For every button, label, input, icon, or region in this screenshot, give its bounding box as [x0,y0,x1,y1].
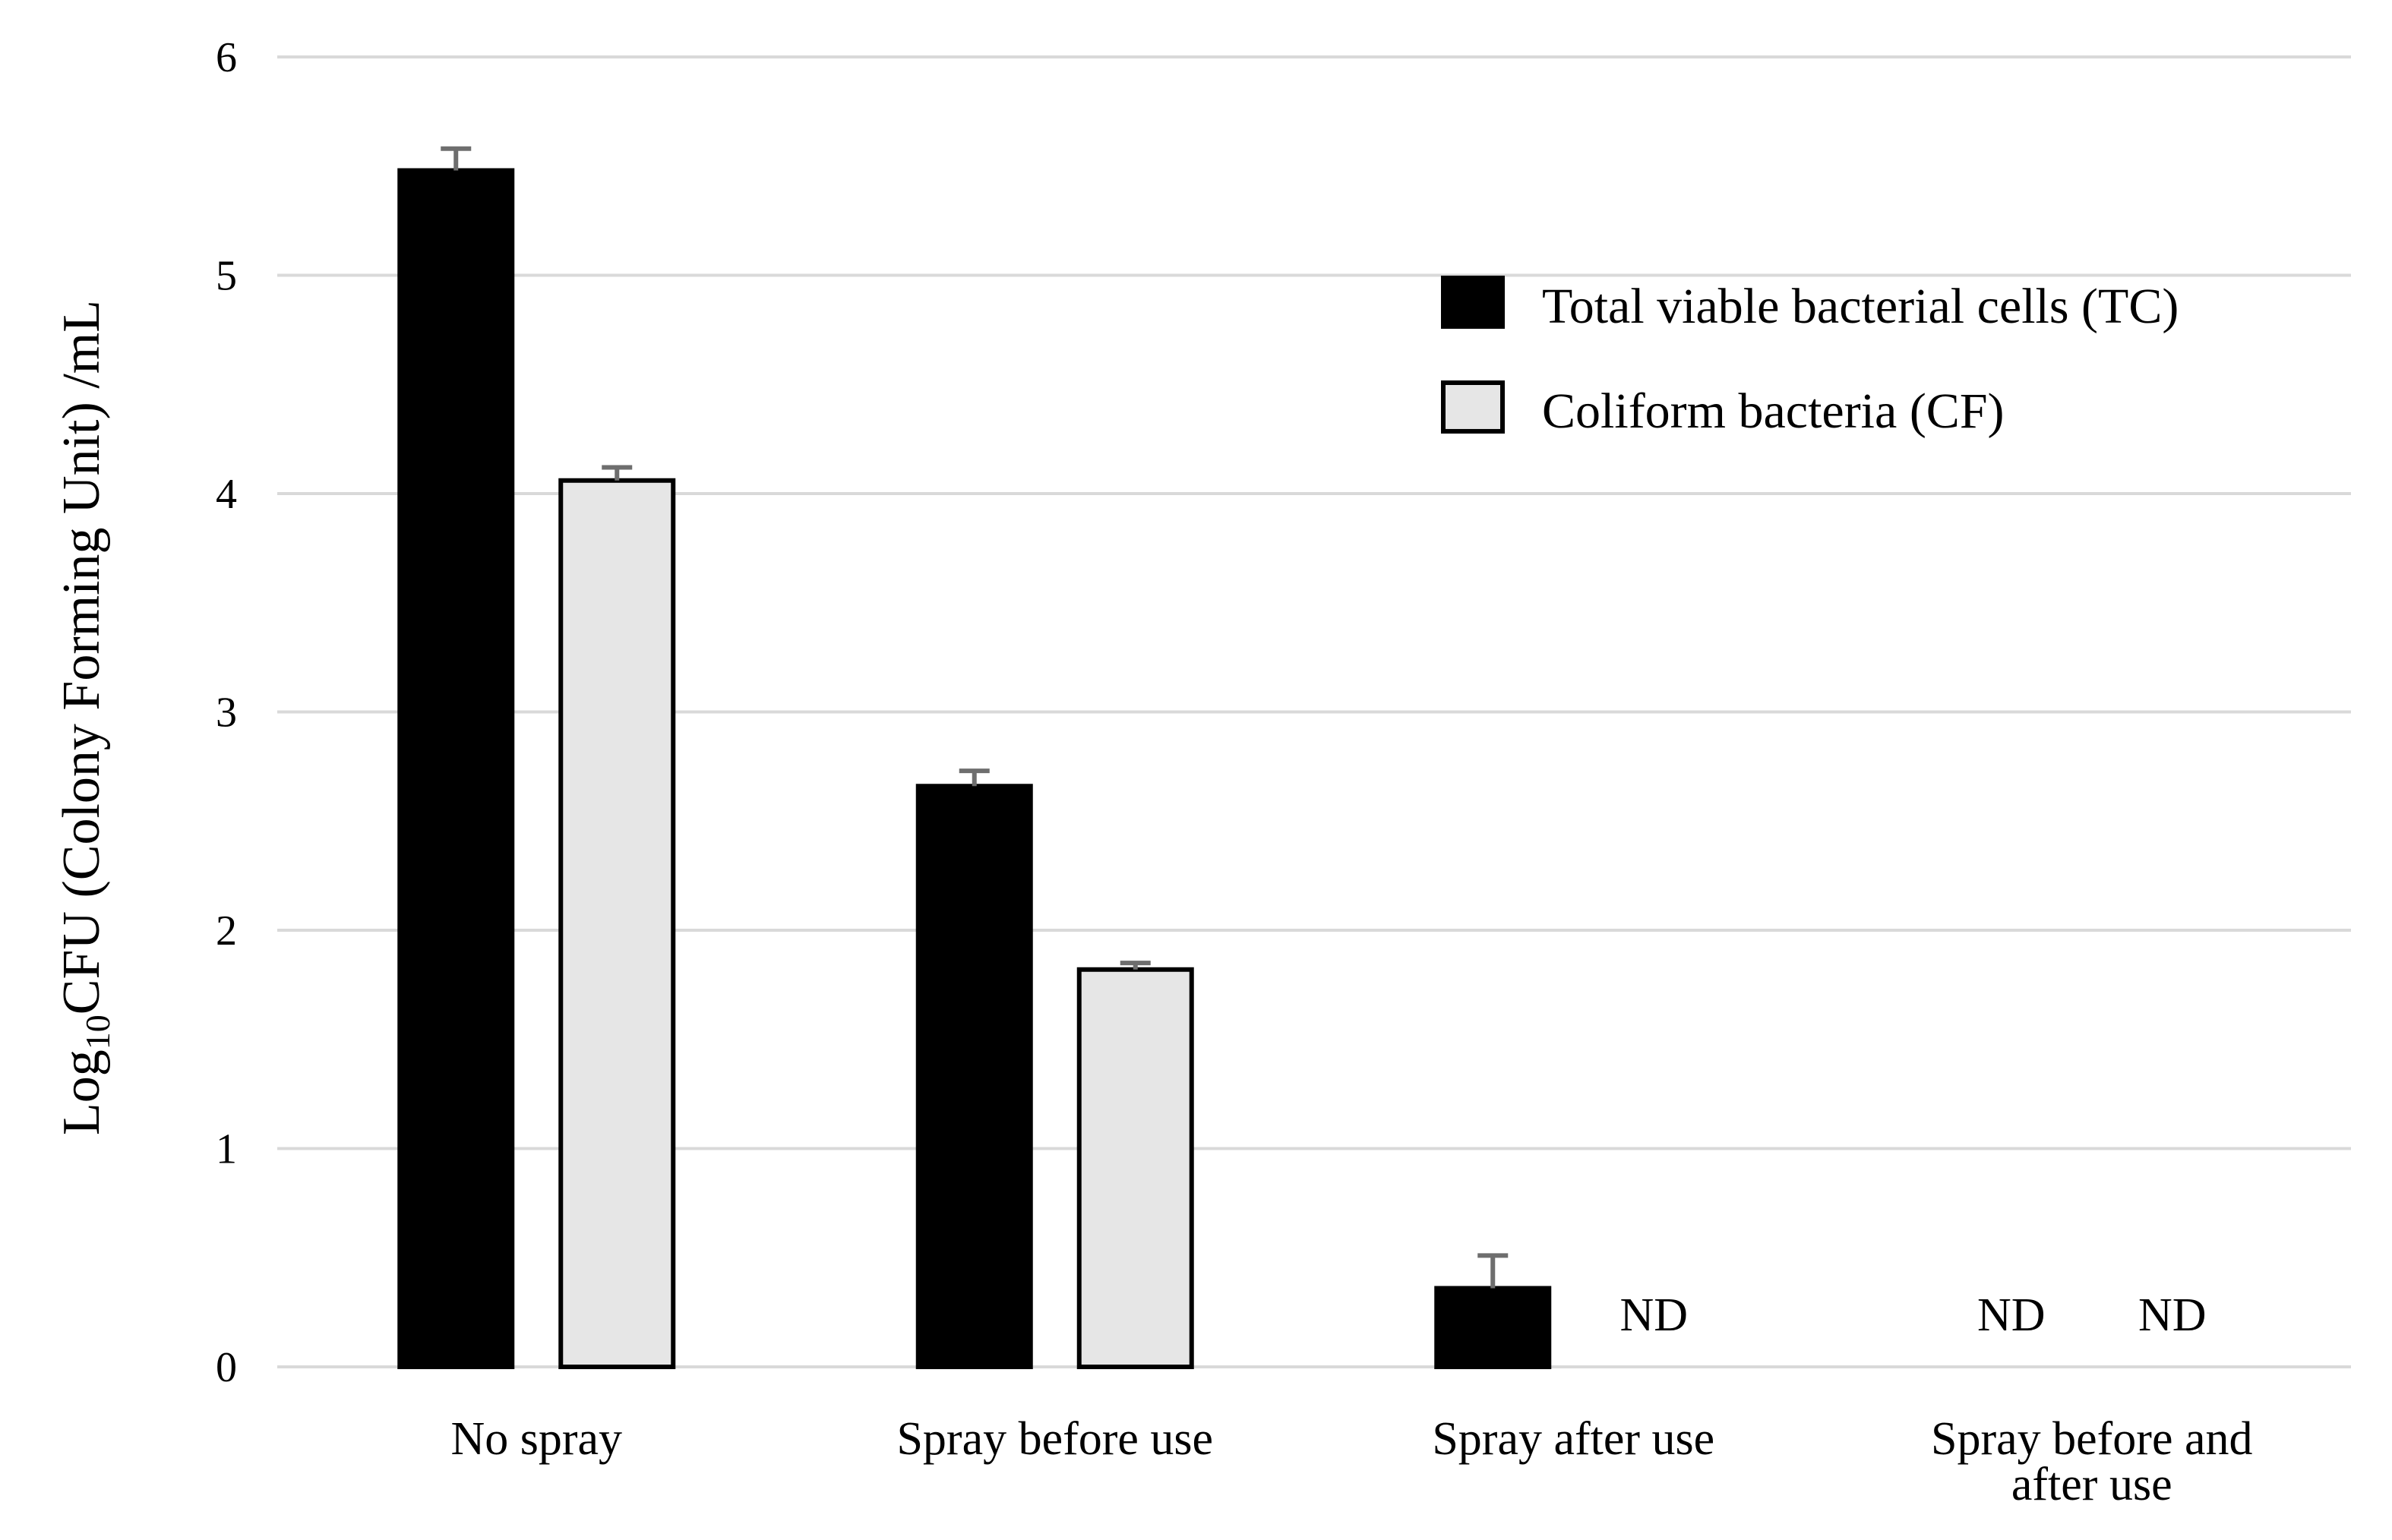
x-category-label: No spray [450,1413,622,1465]
x-category-label-line: after use [2011,1459,2172,1510]
legend: Total viable bacterial cells (TC) Colifor… [1441,276,2179,439]
y-tick-label: 6 [216,34,237,81]
y-tick-label: 4 [216,471,237,518]
bar [397,168,515,1369]
x-category-label-line: Spray before and [1931,1413,2253,1465]
nd-label: ND [2138,1289,2207,1341]
x-category-label-line: Spray after use [1432,1413,1714,1465]
x-category-label-line: Spray before use [896,1413,1213,1465]
x-category-label: Spray before and after use [1931,1413,2253,1510]
bar [915,784,1033,1369]
y-tick-label: 0 [216,1344,237,1391]
y-axis-label: Log10CFU (Colony Forming Unit) /mL [52,300,117,1135]
y-tick-label: 2 [216,907,237,955]
x-category-label: Spray after use [1432,1413,1714,1465]
bar [558,478,676,1369]
nd-label: ND [1619,1289,1688,1341]
not-detected-labels: ND ND ND [1619,1289,2206,1341]
legend-swatch [1441,276,1505,329]
nd-label: ND [1977,1289,2046,1341]
legend-swatch [1441,380,1505,434]
y-axis-ticks: 0 1 2 3 4 5 6 [216,34,237,1391]
y-axis-label-rest: CFU (Colony Forming Unit) /mL [52,300,111,1015]
y-tick-label: 1 [216,1126,237,1173]
bar [1076,967,1194,1369]
bars [397,168,1552,1369]
x-category-label-line: No spray [450,1413,622,1465]
y-axis-label-subscript: 10 [78,1015,117,1049]
x-axis-categories: No spray Spray before use Spray after use S… [450,1413,2252,1510]
y-tick-label: 3 [216,690,237,737]
x-category-label: Spray before use [896,1413,1213,1465]
bar [1434,1286,1552,1369]
error-bars [441,146,1509,1289]
y-axis-label-prefix: Log [52,1049,111,1135]
y-tick-label: 5 [216,253,237,300]
legend-entry-label: Total viable bacterial cells (TC) [1542,279,2179,334]
legend-entry-label: Coliform bacteria (CF) [1542,383,2005,439]
